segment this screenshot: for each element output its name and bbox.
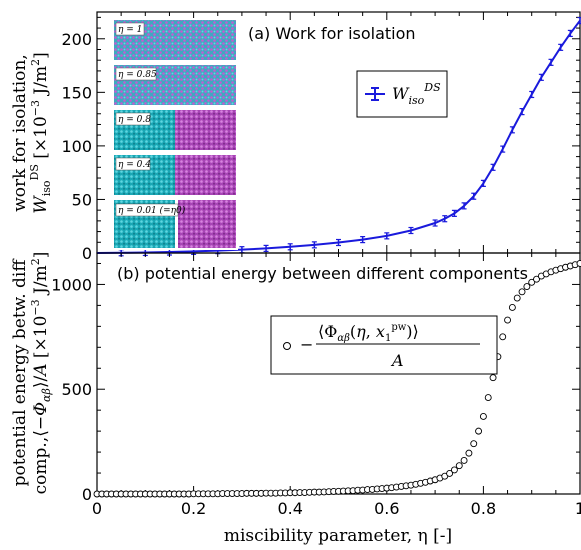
inset-label-eta-001: η = 0.01 (=η0) — [118, 205, 186, 216]
y-tick-label: 500 — [61, 380, 92, 399]
panel-b-ylabel: potential energy betw. diff comp.,⟨−Φαβ⟩… — [10, 252, 53, 495]
panel-a-title: (a) Work for isolation — [248, 24, 416, 43]
data-point-errorbar — [287, 243, 293, 251]
data-point — [528, 278, 536, 286]
data-point — [479, 413, 487, 420]
x-tick-label: 0 — [92, 499, 102, 518]
snapshot-eta-04-right — [175, 155, 236, 195]
panel-b-series — [93, 260, 581, 498]
panel-b-legend-label: − — [300, 335, 313, 354]
data-point-errorbar — [442, 215, 448, 223]
data-point — [508, 304, 516, 311]
inset-label-eta-04: η = 0.4 — [118, 160, 151, 170]
inset-snapshots: η = 1 η = 0.85 η = 0.8 η = 0.4 η = 0.01 … — [112, 18, 238, 250]
data-point-errorbar — [538, 73, 544, 81]
y-tick-label: 200 — [61, 30, 92, 49]
x-tick-label: 0.8 — [471, 499, 496, 518]
data-point — [470, 440, 478, 448]
data-point-errorbar — [490, 163, 496, 171]
data-point — [518, 288, 526, 296]
data-point-errorbar — [336, 238, 341, 247]
data-point — [465, 449, 473, 457]
x-tick-label: 0.6 — [374, 499, 399, 518]
panel-b-y-tick-labels: 0 500 1000 — [51, 275, 92, 504]
data-point-errorbar — [548, 58, 554, 66]
data-point-errorbar — [480, 179, 486, 187]
data-point — [489, 374, 497, 382]
data-point-errorbar — [408, 226, 414, 235]
snapshot-eta-001-right — [178, 200, 236, 248]
data-point — [460, 457, 468, 464]
x-tick-label: 1 — [575, 499, 581, 518]
y-tick-label: 50 — [72, 190, 92, 209]
panel-b: 0 500 1000 0 0.2 0.4 0.6 0.8 1 (b) potential en… — [10, 252, 581, 518]
data-point-errorbar — [577, 16, 581, 25]
data-point — [450, 466, 458, 474]
panel-b-legend: − ⟨Φαβ(η, x1pw)⟩ A — [270, 315, 498, 375]
data-point — [446, 470, 454, 477]
panel-b-ylabel-line2: comp.,⟨−Φαβ⟩/A [×10−3 J/m2] — [29, 252, 53, 495]
snapshot-eta-08-right — [175, 110, 236, 150]
data-point — [576, 260, 581, 267]
panel-a: 0 50 100 150 200 η = 1 η = 0.85 η = 0.8 η = … — [10, 11, 581, 263]
y-tick-label: 0 — [82, 244, 92, 263]
data-point — [484, 394, 492, 402]
data-point-errorbar — [360, 236, 366, 244]
data-point — [513, 294, 521, 302]
y-tick-label: 150 — [61, 83, 92, 102]
panel-a-y-tick-labels: 0 50 100 150 200 — [61, 30, 92, 263]
y-tick-label: 0 — [82, 485, 92, 504]
panel-a-legend: WisoDS — [356, 70, 448, 118]
panel-a-ylabel-line2: WisoDS [×10−3 J/m2] — [28, 52, 53, 214]
inset-label-eta-085: η = 0.85 — [118, 70, 157, 80]
data-point — [475, 427, 483, 435]
data-point-errorbar — [509, 126, 515, 134]
data-point-errorbar — [432, 219, 438, 227]
data-point-errorbar — [519, 108, 525, 116]
data-point — [523, 283, 531, 290]
panel-b-title: (b) potential energy between different c… — [117, 264, 528, 283]
data-point-errorbar — [529, 90, 535, 99]
data-point-errorbar — [461, 202, 467, 210]
data-point-errorbar — [558, 43, 564, 51]
y-tick-label: 100 — [61, 137, 92, 156]
x-tick-label: 0.4 — [277, 499, 302, 518]
x-axis-label: miscibility parameter, η [-] — [224, 526, 452, 546]
data-point-errorbar — [311, 241, 317, 249]
data-point-errorbar — [451, 209, 457, 217]
data-point — [533, 275, 540, 283]
panel-a-ylabel: work for isolation, WisoDS [×10−3 J/m2] — [10, 52, 53, 214]
data-point-errorbar — [384, 232, 390, 240]
y-tick-label: 1000 — [51, 275, 92, 294]
panel-a-ylabel-line1: work for isolation, — [10, 54, 30, 212]
inset-label-eta-08: η = 0.8 — [118, 115, 151, 125]
panel-b-ylabel-line1: potential energy betw. diff — [10, 258, 30, 487]
x-tick-labels: 0 0.2 0.4 0.6 0.8 1 — [92, 499, 581, 518]
data-point — [455, 462, 463, 470]
data-point-errorbar — [471, 192, 477, 200]
data-point — [499, 333, 507, 341]
data-point-errorbar — [567, 29, 573, 38]
panel-b-legend-box — [270, 315, 498, 375]
x-tick-label: 0.2 — [181, 499, 206, 518]
data-point-errorbar — [500, 145, 506, 153]
svg-text:A: A — [390, 351, 404, 370]
data-point — [504, 316, 511, 324]
inset-label-eta-1: η = 1 — [118, 25, 142, 35]
data-point-errorbar — [263, 244, 269, 252]
